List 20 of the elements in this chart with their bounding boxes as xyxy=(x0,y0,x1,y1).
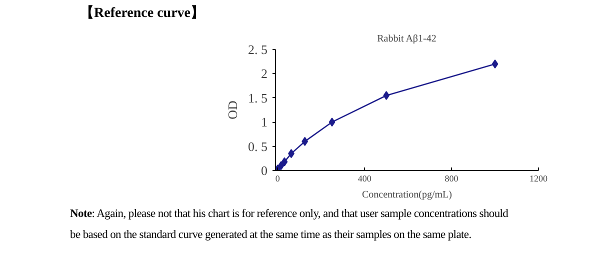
point xyxy=(302,136,308,146)
chart-subtitle: Rabbit Aβ1-42 xyxy=(377,34,436,44)
point xyxy=(492,60,498,69)
y-tick-label: 1. 5 xyxy=(248,90,268,106)
y-tick-label: 1 xyxy=(261,114,268,130)
point xyxy=(383,90,390,100)
y-tick-label: 2 xyxy=(261,66,268,82)
x-tick-label: 400 xyxy=(358,174,372,184)
y-axis-title: OD xyxy=(225,100,240,120)
x-tick-label: 0 xyxy=(275,174,280,184)
point xyxy=(278,161,284,170)
x-axis-title: Concentration(pg/mL) xyxy=(362,190,452,200)
y-tick-label: 2. 5 xyxy=(248,42,268,57)
text: 【Reference curve】 xyxy=(79,4,205,23)
text: Note: Again, please not that his chart is for reference only, and that user sample concentrations should be based on the standard curve generated at the same time as their samples on the same plate. xyxy=(69,207,510,243)
x-tick-label: 800 xyxy=(444,174,459,184)
x-tick-label: 1200 xyxy=(530,174,548,184)
point xyxy=(281,157,288,166)
y-tick-label: 0. 5 xyxy=(248,138,268,154)
point xyxy=(328,118,336,127)
